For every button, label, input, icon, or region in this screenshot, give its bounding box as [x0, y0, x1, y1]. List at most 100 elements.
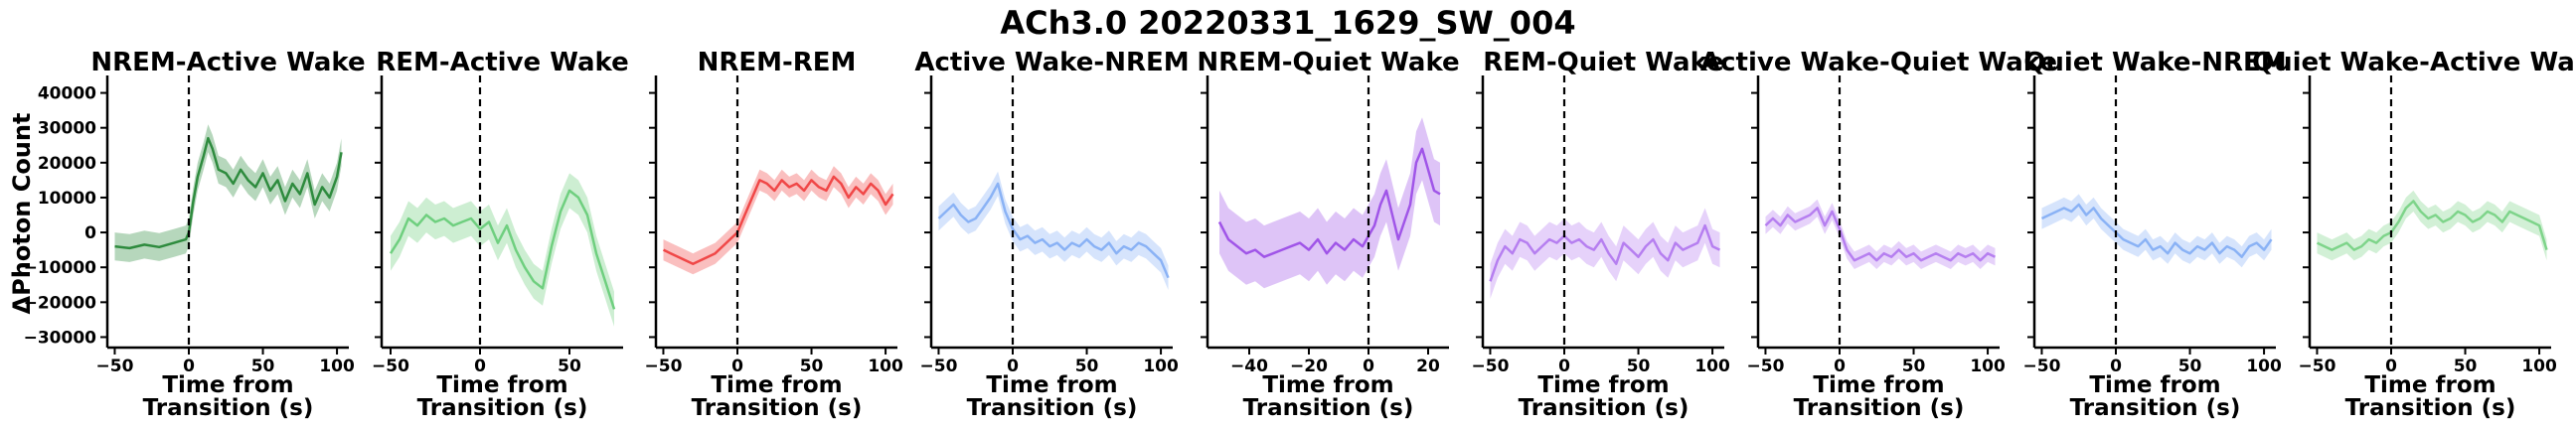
- x-tick-label: 0: [2385, 357, 2397, 376]
- series-error-band: [391, 173, 614, 327]
- x-tick-label: 100: [2521, 357, 2557, 376]
- panel-9: Quiet Wake-Active Wake −50 0 50 100 Time from…: [2252, 48, 2576, 421]
- series-line: [389, 189, 616, 310]
- panel-title: Quiet Wake-NREM: [2023, 48, 2286, 77]
- x-axis-label: Time from: [986, 372, 1117, 398]
- x-tick-label: 100: [2246, 357, 2282, 376]
- series-line: [114, 136, 343, 250]
- x-axis-label: Time from: [162, 372, 293, 398]
- x-tick-label: 20: [1416, 357, 1440, 376]
- y-tick-label: 10000: [38, 189, 96, 209]
- x-tick-label: 0: [1834, 357, 1846, 376]
- series-line: [1217, 147, 1441, 258]
- series-line: [2040, 203, 2273, 258]
- x-tick-label: 50: [800, 357, 824, 376]
- x-axis-label: Transition (s): [1519, 395, 1690, 421]
- panel-6: REM-Quiet Wake −50 0 50 100 Time fromTransiti…: [1472, 48, 1730, 421]
- x-tick-label: 0: [2110, 357, 2122, 376]
- x-tick-label: 100: [1143, 357, 1179, 376]
- x-tick-label: 100: [868, 357, 903, 376]
- series-line: [662, 175, 894, 265]
- panel-title: Quiet Wake-Active Wake: [2252, 48, 2576, 77]
- x-tick-label: −50: [2023, 357, 2061, 376]
- x-axis-label: Transition (s): [2070, 395, 2241, 421]
- panel-title: NREM-REM: [698, 48, 857, 77]
- panel-title: NREM-Active Wake: [90, 48, 365, 77]
- y-tick-label: −20000: [24, 293, 97, 313]
- x-tick-label: 50: [1075, 357, 1099, 376]
- panel-4: Active Wake-NREM −50 0 50 100 Time fromTransi…: [914, 48, 1189, 421]
- series-error-band: [114, 124, 342, 262]
- x-tick-label: −50: [920, 357, 958, 376]
- series-error-band: [938, 171, 1169, 290]
- y-tick-label: 0: [84, 223, 96, 243]
- x-axis-label: Time from: [2364, 372, 2496, 398]
- figure-title: ACh3.0 20220331_1629_SW_004: [1000, 4, 1575, 42]
- series-error-band: [663, 166, 893, 275]
- panel-5: NREM-Quiet Wake −40 −20 0 20 Time fromTransit…: [1197, 48, 1459, 421]
- x-tick-label: 50: [1627, 357, 1651, 376]
- panel-title: Active Wake-NREM: [914, 48, 1189, 77]
- series-error-band: [2041, 194, 2272, 268]
- x-tick-label: −50: [372, 357, 409, 376]
- x-tick-label: 0: [1558, 357, 1570, 376]
- panel-title: Active Wake-Quiet Wake: [1700, 48, 2057, 77]
- x-axis-label: Transition (s): [1794, 395, 1965, 421]
- series-error-band: [1490, 208, 1720, 299]
- x-tick-label: −50: [2299, 357, 2336, 376]
- x-tick-label: −50: [645, 357, 683, 376]
- series-line: [2316, 200, 2548, 251]
- panel-title: REM-Quiet Wake: [1483, 48, 1724, 77]
- x-tick-label: 50: [558, 357, 581, 376]
- y-tick-label: 20000: [38, 154, 96, 174]
- x-tick-label: −50: [96, 357, 134, 376]
- y-axis-label: ΔPhoton Count: [8, 113, 36, 315]
- x-tick-label: 100: [319, 357, 355, 376]
- x-tick-label: 50: [2178, 357, 2202, 376]
- panel-1: NREM-Active Wake −30000 −20000 −10000 0 10000…: [24, 48, 366, 421]
- x-axis-label: Time from: [1537, 372, 1669, 398]
- x-axis-label: Time from: [1813, 372, 1944, 398]
- y-tick-label: −30000: [24, 328, 97, 348]
- x-tick-label: 50: [1902, 357, 1926, 376]
- x-tick-label: −40: [1230, 357, 1268, 376]
- x-tick-label: 0: [183, 357, 195, 376]
- panel-title: NREM-Quiet Wake: [1197, 48, 1459, 77]
- series-line: [937, 182, 1170, 279]
- x-axis-label: Time from: [2089, 372, 2220, 398]
- panel-8: Quiet Wake-NREM −50 0 50 100 Time fromTransit…: [2023, 48, 2287, 421]
- series-error-band: [2317, 190, 2547, 261]
- panel-title: REM-Active Wake: [376, 48, 628, 77]
- x-tick-label: −50: [1472, 357, 1510, 376]
- panel-7: Active Wake-Quiet Wake −50 0 50 100 Time from…: [1700, 48, 2057, 421]
- y-tick-label: 40000: [38, 84, 96, 104]
- x-axis-label: Transition (s): [1243, 395, 1414, 421]
- x-axis-label: Transition (s): [417, 395, 588, 421]
- x-tick-label: −20: [1290, 357, 1328, 376]
- series-error-band: [1219, 117, 1440, 289]
- x-axis-label: Transition (s): [2345, 395, 2516, 421]
- series-line: [1764, 207, 1997, 262]
- x-axis-label: Transition (s): [692, 395, 863, 421]
- x-tick-label: 100: [1694, 357, 1730, 376]
- x-tick-label: 0: [731, 357, 743, 376]
- x-tick-label: 0: [1363, 357, 1374, 376]
- x-axis-label: Time from: [711, 372, 842, 398]
- x-tick-label: 50: [251, 357, 275, 376]
- panels: NREM-Active Wake−30000−20000−10000010000…: [24, 48, 2576, 421]
- x-tick-label: 0: [1007, 357, 1019, 376]
- y-tick-label: −10000: [24, 258, 97, 278]
- series-line: [1489, 223, 1721, 282]
- x-axis-label: Transition (s): [143, 395, 314, 421]
- x-tick-label: 0: [474, 357, 486, 376]
- x-axis-label: Transition (s): [967, 395, 1138, 421]
- series-error-band: [1765, 199, 1996, 269]
- x-tick-label: 100: [1970, 357, 2006, 376]
- x-axis-label: Time from: [436, 372, 567, 398]
- x-tick-label: 50: [2454, 357, 2478, 376]
- x-axis-label: Time from: [1262, 372, 1393, 398]
- y-tick-label: 30000: [38, 119, 96, 139]
